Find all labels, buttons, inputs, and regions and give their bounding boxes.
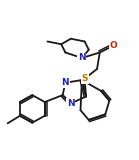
Text: N: N: [62, 78, 69, 87]
Text: N: N: [67, 99, 75, 108]
Text: N: N: [78, 53, 86, 63]
Text: S: S: [81, 74, 88, 83]
Text: O: O: [110, 41, 117, 50]
